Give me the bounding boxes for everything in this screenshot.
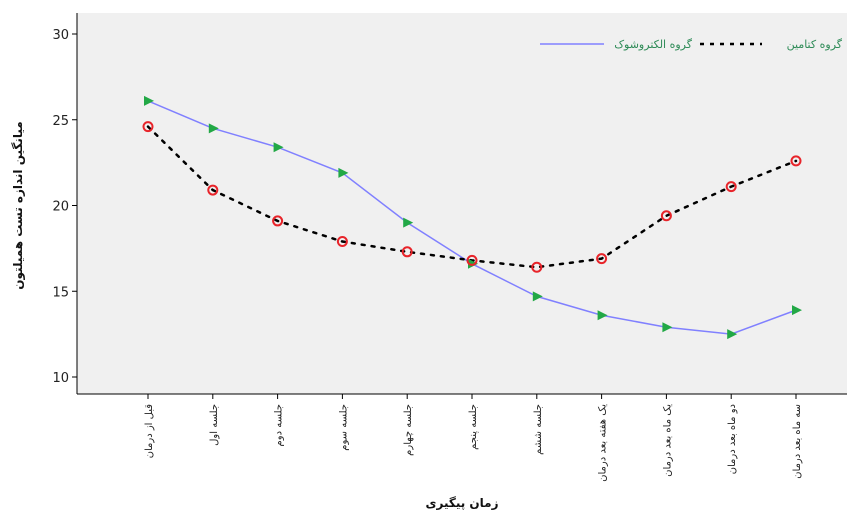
y-tick-label: 25 <box>52 114 69 129</box>
data-point-circle <box>401 246 413 258</box>
data-point-triangle <box>792 305 802 316</box>
data-point-triangle <box>338 167 349 178</box>
data-point-circle <box>790 155 802 167</box>
x-tick-label: یک هفته بعد درمان <box>598 404 609 482</box>
series-layer <box>142 95 802 340</box>
y-tick-label: 15 <box>52 285 69 300</box>
x-tick-label: قبل از درمان <box>144 404 155 459</box>
x-tick-label: دو ماه بعد درمان <box>727 404 738 474</box>
series-line <box>146 125 798 269</box>
x-axis-title: زمان پیگیری <box>425 496 498 510</box>
x-tick-label: یک ماه بعد درمان <box>662 404 673 477</box>
data-point-circle <box>336 236 348 248</box>
data-point-circle <box>531 261 543 273</box>
data-point-circle <box>725 181 737 193</box>
data-point-triangle <box>727 329 738 340</box>
y-tick-label: 30 <box>52 28 69 43</box>
y-tick-label: 10 <box>52 371 69 386</box>
x-tick-label: جلسه دوم <box>274 404 285 446</box>
data-point-circle <box>207 184 219 196</box>
x-tick-label: جلسه سوم <box>338 404 349 451</box>
data-point-circle <box>142 121 154 133</box>
legend-label-ketamine: گروه کتامین <box>787 38 843 51</box>
data-point-triangle <box>597 310 608 321</box>
x-tick-label: جلسه ششم <box>533 404 544 455</box>
x-axis-ticks: قبل از درمان جلسه اول جلسه دوم جلسه سوم جلسه… <box>144 394 803 482</box>
x-tick-label: جلسه پنجم <box>468 404 479 450</box>
data-point-circle <box>466 254 478 266</box>
data-point-triangle <box>662 322 673 333</box>
y-axis-ticks: 10 15 20 25 30 <box>52 28 77 386</box>
plot-area <box>77 13 847 394</box>
x-tick-label: جلسه اول <box>209 404 220 446</box>
data-point-circle <box>660 210 672 222</box>
y-axis-title: میانگین اندازه تست همیلتون <box>11 121 26 289</box>
data-point-triangle <box>403 217 414 228</box>
legend: گروه الکتروشوک گروه کتامین <box>540 38 843 51</box>
x-tick-label: جلسه چهارم <box>403 404 414 456</box>
data-point-triangle <box>273 142 284 153</box>
x-tick-label: سه ماه بعد درمان <box>792 404 803 479</box>
y-tick-label: 20 <box>52 200 69 215</box>
legend-label-electroshock: گروه الکتروشوک <box>614 38 693 51</box>
data-point-triangle <box>144 95 154 106</box>
data-point-triangle <box>208 123 219 134</box>
data-point-circle <box>596 253 608 265</box>
data-point-circle <box>272 215 284 227</box>
data-point-triangle <box>532 291 543 302</box>
